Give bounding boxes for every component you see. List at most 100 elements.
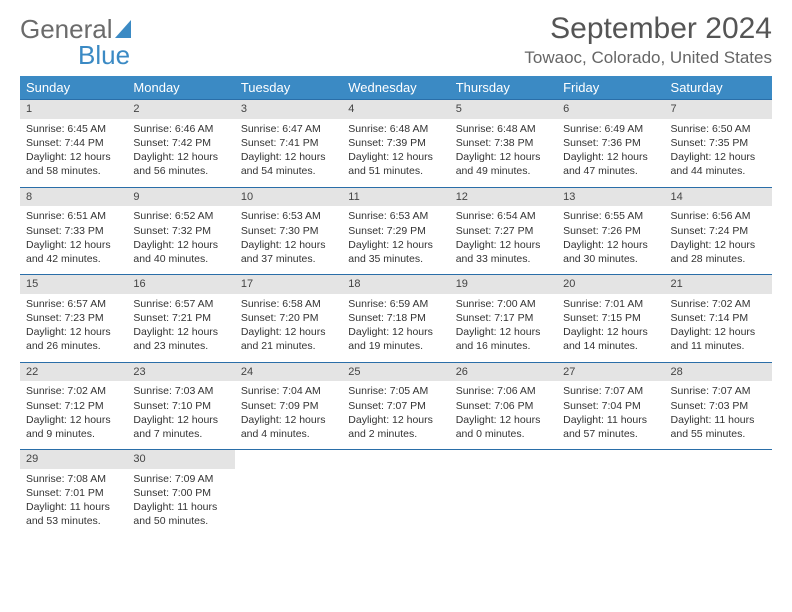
calendar-table: SundayMondayTuesdayWednesdayThursdayFrid…: [20, 76, 772, 537]
sunrise-text: Sunrise: 7:03 AM: [133, 384, 228, 398]
day-number: 30: [127, 450, 234, 469]
calendar-cell: 11Sunrise: 6:53 AMSunset: 7:29 PMDayligh…: [342, 187, 449, 275]
daylight-text: Daylight: 12 hours and 51 minutes.: [348, 150, 443, 178]
day-number: 7: [665, 100, 772, 119]
day-body: Sunrise: 7:01 AMSunset: 7:15 PMDaylight:…: [557, 294, 664, 362]
day-body: Sunrise: 6:53 AMSunset: 7:30 PMDaylight:…: [235, 206, 342, 274]
sunset-text: Sunset: 7:06 PM: [456, 399, 551, 413]
calendar-cell: 14 Sunrise: 6:56 AMSunset: 7:24 PMDayligh…: [665, 187, 772, 275]
sunset-text: Sunset: 7:41 PM: [241, 136, 336, 150]
daylight-text: Daylight: 11 hours and 50 minutes.: [133, 500, 228, 528]
day-number: 28: [665, 363, 772, 382]
day-body: Sunrise: 6:57 AMSunset: 7:23 PMDaylight:…: [20, 294, 127, 362]
weekday-header: Friday: [557, 76, 664, 100]
sunrise-text: Sunrise: 7:04 AM: [241, 384, 336, 398]
sunrise-text: Sunrise: 6:45 AM: [26, 122, 121, 136]
day-number: 6: [557, 100, 664, 119]
day-number: 4: [342, 100, 449, 119]
sunset-text: Sunset: 7:36 PM: [563, 136, 658, 150]
daylight-text: Daylight: 12 hours and 23 minutes.: [133, 325, 228, 353]
calendar-cell: 13Sunrise: 6:55 AMSunset: 7:26 PMDayligh…: [557, 187, 664, 275]
daylight-text: Daylight: 11 hours and 57 minutes.: [563, 413, 658, 441]
sunset-text: Sunset: 7:14 PM: [671, 311, 766, 325]
calendar-cell: [342, 450, 449, 537]
day-number: 2: [127, 100, 234, 119]
calendar-week-row: 29Sunrise: 7:08 AMSunset: 7:01 PMDayligh…: [20, 450, 772, 537]
calendar-week-row: 8Sunrise: 6:51 AMSunset: 7:33 PMDaylight…: [20, 187, 772, 275]
sunrise-text: Sunrise: 6:53 AM: [348, 209, 443, 223]
day-body: Sunrise: 6:48 AMSunset: 7:38 PMDaylight:…: [450, 119, 557, 187]
daylight-text: Daylight: 12 hours and 54 minutes.: [241, 150, 336, 178]
day-number: 26: [450, 363, 557, 382]
day-body: Sunrise: 6:48 AMSunset: 7:39 PMDaylight:…: [342, 119, 449, 187]
calendar-cell: 17Sunrise: 6:58 AMSunset: 7:20 PMDayligh…: [235, 275, 342, 363]
daylight-text: Daylight: 12 hours and 35 minutes.: [348, 238, 443, 266]
sunrise-text: Sunrise: 7:09 AM: [133, 472, 228, 486]
sunset-text: Sunset: 7:00 PM: [133, 486, 228, 500]
sunrise-text: Sunrise: 6:55 AM: [563, 209, 658, 223]
sunset-text: Sunset: 7:42 PM: [133, 136, 228, 150]
weekday-header: Saturday: [665, 76, 772, 100]
weekday-header: Monday: [127, 76, 234, 100]
sunset-text: Sunset: 7:04 PM: [563, 399, 658, 413]
day-body: Sunrise: 7:04 AMSunset: 7:09 PMDaylight:…: [235, 381, 342, 449]
calendar-cell: 10Sunrise: 6:53 AMSunset: 7:30 PMDayligh…: [235, 187, 342, 275]
sunrise-text: Sunrise: 6:57 AM: [26, 297, 121, 311]
sunrise-text: Sunrise: 6:54 AM: [456, 209, 551, 223]
sunset-text: Sunset: 7:21 PM: [133, 311, 228, 325]
daylight-text: Daylight: 12 hours and 7 minutes.: [133, 413, 228, 441]
day-number: 24: [235, 363, 342, 382]
day-body: Sunrise: 7:03 AMSunset: 7:10 PMDaylight:…: [127, 381, 234, 449]
daylight-text: Daylight: 12 hours and 4 minutes.: [241, 413, 336, 441]
calendar-cell: 30 Sunrise: 7:09 AMSunset: 7:00 PMDayligh…: [127, 450, 234, 537]
header: General Blue September 2024 Towaoc, Colo…: [20, 12, 772, 68]
sunset-text: Sunset: 7:24 PM: [671, 224, 766, 238]
sunset-text: Sunset: 7:30 PM: [241, 224, 336, 238]
day-number: 14: [665, 188, 772, 207]
sunset-text: Sunset: 7:29 PM: [348, 224, 443, 238]
day-number: 18: [342, 275, 449, 294]
calendar-cell: 21Sunrise: 7:02 AMSunset: 7:14 PMDayligh…: [665, 275, 772, 363]
sunrise-text: Sunrise: 6:48 AM: [348, 122, 443, 136]
calendar-cell: 28Sunrise: 7:07 AMSunset: 7:03 PMDayligh…: [665, 362, 772, 450]
day-body: Sunrise: 6:59 AMSunset: 7:18 PMDaylight:…: [342, 294, 449, 362]
month-title: September 2024: [524, 12, 772, 46]
calendar-cell: 5Sunrise: 6:48 AMSunset: 7:38 PMDaylight…: [450, 100, 557, 188]
calendar-cell: 12Sunrise: 6:54 AMSunset: 7:27 PMDayligh…: [450, 187, 557, 275]
day-number: 10: [235, 188, 342, 207]
sunrise-text: Sunrise: 6:58 AM: [241, 297, 336, 311]
calendar-cell: 6Sunrise: 6:49 AMSunset: 7:36 PMDaylight…: [557, 100, 664, 188]
daylight-text: Daylight: 12 hours and 28 minutes.: [671, 238, 766, 266]
sunset-text: Sunset: 7:23 PM: [26, 311, 121, 325]
day-number: 22: [20, 363, 127, 382]
sunset-text: Sunset: 7:12 PM: [26, 399, 121, 413]
day-body: Sunrise: 6:45 AMSunset: 7:44 PMDaylight:…: [20, 119, 127, 187]
sunset-text: Sunset: 7:44 PM: [26, 136, 121, 150]
day-number: 12: [450, 188, 557, 207]
sunrise-text: Sunrise: 6:50 AM: [671, 122, 766, 136]
daylight-text: Daylight: 12 hours and 37 minutes.: [241, 238, 336, 266]
day-body: Sunrise: 6:52 AMSunset: 7:32 PMDaylight:…: [127, 206, 234, 274]
sunrise-text: Sunrise: 6:57 AM: [133, 297, 228, 311]
daylight-text: Daylight: 12 hours and 9 minutes.: [26, 413, 121, 441]
sunset-text: Sunset: 7:10 PM: [133, 399, 228, 413]
calendar-week-row: 15Sunrise: 6:57 AMSunset: 7:23 PMDayligh…: [20, 275, 772, 363]
day-number: 5: [450, 100, 557, 119]
sunset-text: Sunset: 7:01 PM: [26, 486, 121, 500]
sunset-text: Sunset: 7:03 PM: [671, 399, 766, 413]
sunrise-text: Sunrise: 6:51 AM: [26, 209, 121, 223]
daylight-text: Daylight: 12 hours and 19 minutes.: [348, 325, 443, 353]
sunrise-text: Sunrise: 7:01 AM: [563, 297, 658, 311]
calendar-cell: 29Sunrise: 7:08 AMSunset: 7:01 PMDayligh…: [20, 450, 127, 537]
sunset-text: Sunset: 7:38 PM: [456, 136, 551, 150]
sunrise-text: Sunrise: 6:56 AM: [671, 209, 766, 223]
sunset-text: Sunset: 7:17 PM: [456, 311, 551, 325]
day-number: 20: [557, 275, 664, 294]
logo: General Blue: [20, 12, 137, 68]
sunset-text: Sunset: 7:07 PM: [348, 399, 443, 413]
calendar-cell: 7Sunrise: 6:50 AMSunset: 7:35 PMDaylight…: [665, 100, 772, 188]
day-body: Sunrise: 7:02 AMSunset: 7:12 PMDaylight:…: [20, 381, 127, 449]
daylight-text: Daylight: 12 hours and 49 minutes.: [456, 150, 551, 178]
day-body: Sunrise: 7:02 AMSunset: 7:14 PMDaylight:…: [665, 294, 772, 362]
daylight-text: Daylight: 12 hours and 30 minutes.: [563, 238, 658, 266]
